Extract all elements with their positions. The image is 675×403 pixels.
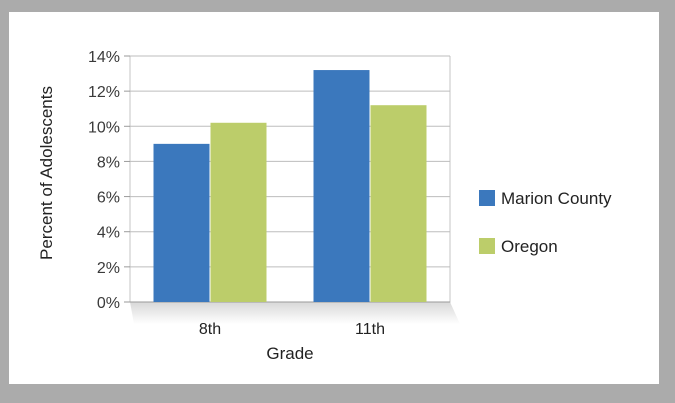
legend-swatch bbox=[479, 190, 495, 206]
legend-swatch bbox=[479, 238, 495, 254]
y-axis-title: Percent of Adolescents bbox=[37, 86, 56, 260]
x-category-label: 8th bbox=[199, 321, 221, 338]
axis-labels: 0% 2% 4% 6% 8% 10% 12% 14% 8th 11th bbox=[88, 49, 385, 338]
legend-label: Oregon bbox=[501, 237, 558, 256]
y-tick-label: 6% bbox=[97, 190, 120, 207]
y-tick-label: 2% bbox=[97, 260, 120, 277]
x-axis-title: Grade bbox=[266, 344, 313, 363]
legend: Marion County Oregon bbox=[479, 189, 612, 256]
legend-label: Marion County bbox=[501, 189, 612, 208]
y-tick-label: 4% bbox=[97, 225, 120, 242]
bar-marion-county-11th bbox=[313, 70, 370, 302]
bars bbox=[153, 70, 427, 303]
x-category-label: 11th bbox=[355, 321, 385, 338]
plot-floor bbox=[130, 302, 460, 324]
bar-marion-county-8th bbox=[153, 143, 210, 302]
bar-oregon-8th bbox=[210, 122, 267, 303]
y-tick-label: 12% bbox=[88, 84, 120, 101]
bar-oregon-11th bbox=[370, 105, 427, 302]
y-tick-label: 8% bbox=[97, 154, 120, 171]
y-tick-label: 10% bbox=[88, 119, 120, 136]
y-tick-label: 0% bbox=[97, 295, 120, 312]
y-tick-label: 14% bbox=[88, 49, 120, 66]
